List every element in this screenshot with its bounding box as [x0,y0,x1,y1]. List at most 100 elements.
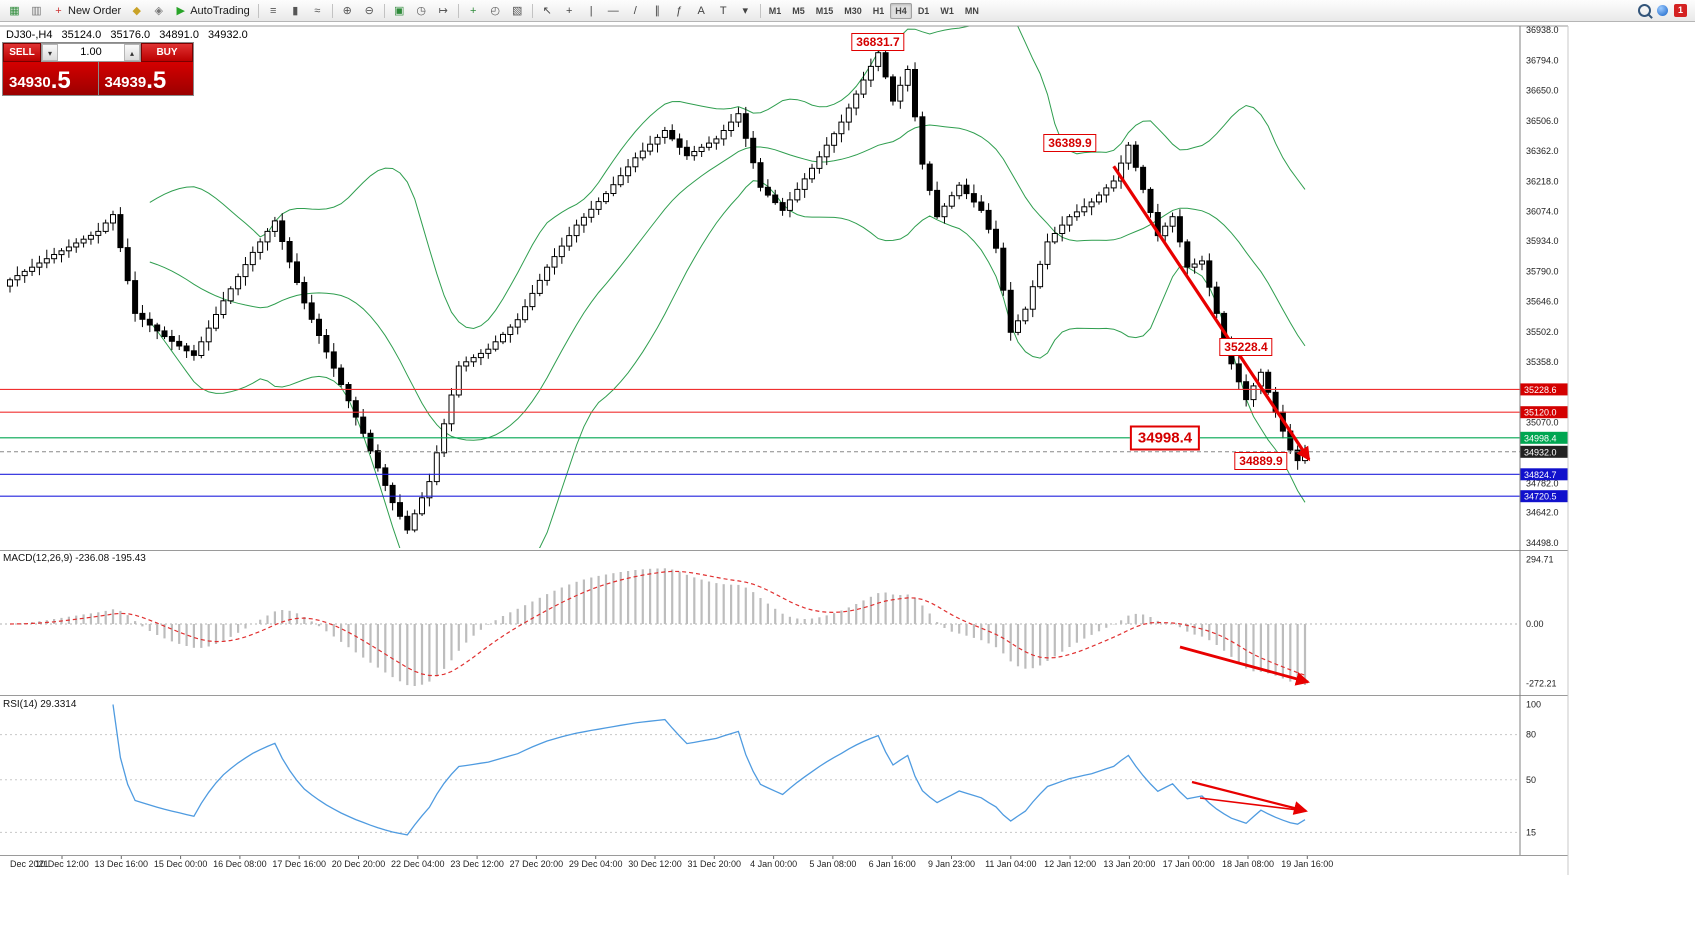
text-label-icon: T [719,4,727,17]
price-callout[interactable]: 36389.9 [1043,134,1097,152]
svg-text:9 Jan 23:00: 9 Jan 23:00 [928,859,975,869]
svg-text:17 Dec 16:00: 17 Dec 16:00 [272,859,326,869]
zoom-in-icon: ⊕ [342,4,352,17]
buy-price[interactable]: 34939 .5 [98,62,193,95]
horizontal-line-icon[interactable]: — [603,1,624,20]
bollinger-bands-layer [149,26,1306,548]
sell-button[interactable]: SELL [3,43,41,62]
crosshair-icon[interactable]: + [559,1,580,20]
volume-increase-button[interactable]: ▴ [124,44,140,61]
svg-text:35120.0: 35120.0 [1524,408,1557,418]
autotrading-button-label: AutoTrading [190,4,250,17]
price-callout[interactable]: 36831.7 [851,33,905,51]
timeframe-m1-button[interactable]: M1 [768,5,782,16]
new-order-button[interactable]: + New Order [48,1,125,20]
text-label-icon[interactable]: T [713,1,734,20]
text-icon[interactable]: A [691,1,712,20]
fibonacci-icon[interactable]: ƒ [669,1,690,20]
cursor-icon[interactable]: ↖ [537,1,558,20]
macd-layer: 294.71 0.00 -272.21 [0,555,1557,688]
trendline-icon: / [633,4,637,17]
auto-scroll-icon[interactable]: ◷ [411,1,432,20]
svg-text:35358.0: 35358.0 [1526,357,1559,367]
price-callout[interactable]: 35228.4 [1219,338,1273,356]
svg-text:15: 15 [1526,827,1536,837]
svg-text:0.00: 0.00 [1526,619,1544,629]
volume-value[interactable]: 1.00 [80,46,102,58]
svg-text:12 Jan 12:00: 12 Jan 12:00 [1044,859,1096,869]
autotrading-button[interactable]: ▶ AutoTrading [170,1,254,20]
indicators-icon: + [470,4,477,17]
toolbar-separator [759,3,761,18]
timeframe-d1-button[interactable]: D1 [917,5,930,16]
svg-text:18 Jan 08:00: 18 Jan 08:00 [1222,859,1274,869]
scripts-icon[interactable]: ◈ [148,1,169,20]
arrows-dropdown-icon[interactable]: ▾ [735,1,756,20]
svg-text:17 Jan 00:00: 17 Jan 00:00 [1163,859,1215,869]
search-icon[interactable] [1638,4,1651,17]
timeframe-h4-button[interactable]: H4 [890,2,912,19]
zoom-in-icon[interactable]: ⊕ [337,1,358,20]
toolbar-separator [457,3,459,18]
periods-icon[interactable]: ◴ [485,1,506,20]
toolbar-separator [383,3,385,18]
svg-text:23 Dec 12:00: 23 Dec 12:00 [450,859,504,869]
vertical-line-icon[interactable]: | [581,1,602,20]
line-chart-icon[interactable]: ≈ [307,1,328,20]
timeframe-m30-button[interactable]: M30 [844,5,862,16]
trend-arrows-layer [1112,165,1311,815]
new-chart-icon[interactable]: ▦ [4,1,25,20]
indicators-icon[interactable]: + [463,1,484,20]
channel-icon[interactable]: ∥ [647,1,668,20]
tile-windows-icon: ▣ [394,4,405,17]
svg-text:35934.0: 35934.0 [1526,236,1559,246]
profiles-icon: ▥ [31,4,42,17]
buy-button[interactable]: BUY [141,43,193,62]
help-icon[interactable] [1657,5,1668,16]
svg-text:Dec 2021: Dec 2021 [10,859,49,869]
templates-icon[interactable]: ▧ [507,1,528,20]
svg-text:6 Jan 16:00: 6 Jan 16:00 [869,859,916,869]
profiles-icon[interactable]: ▥ [26,1,47,20]
scripts-icon: ◈ [154,4,163,17]
chart-canvas[interactable]: 36938.0 36794.0 36650.0 36506.0 36362.0 36218… [0,0,1695,880]
horizontal-line-icon: — [607,4,619,17]
sell-price[interactable]: 34930 .5 [3,62,98,95]
rsi-layer: 100 80 50 15 [0,700,1541,837]
chart-shift-icon[interactable]: ↦ [433,1,454,20]
templates-icon: ▧ [512,4,523,17]
cursor-icon: ↖ [542,4,552,17]
candlestick-chart-icon[interactable]: ▮ [285,1,306,20]
svg-text:36650.0: 36650.0 [1526,86,1559,96]
new-order-icon: + [55,4,62,17]
price-callout[interactable]: 34998.4 [1129,425,1201,451]
svg-text:11 Jan 04:00: 11 Jan 04:00 [985,859,1036,869]
price-callout[interactable]: 34889.9 [1234,452,1288,470]
svg-text:4 Jan 00:00: 4 Jan 00:00 [750,859,797,869]
notification-badge[interactable]: 1 [1674,4,1687,17]
periods-icon: ◴ [490,4,501,17]
buy-price-fraction: .5 [146,67,167,94]
channel-icon: ∥ [654,4,660,17]
volume-stepper[interactable]: ▾ 1.00 ▴ [41,43,141,62]
timeframe-mn-button[interactable]: MN [964,5,979,16]
timeframe-w1-button[interactable]: W1 [940,5,954,16]
crosshair-icon: + [566,4,573,17]
svg-text:19 Jan 16:00: 19 Jan 16:00 [1281,859,1333,869]
sell-price-main: 34930 [9,74,51,91]
zoom-out-icon[interactable]: ⊖ [359,1,380,20]
bar-chart-icon[interactable]: ≡ [263,1,284,20]
volume-decrease-button[interactable]: ▾ [42,44,58,61]
timeframe-h1-button[interactable]: H1 [872,5,885,16]
toolbar-right: 1 [1638,4,1691,17]
svg-text:5 Jan 08:00: 5 Jan 08:00 [809,859,856,869]
tile-windows-icon[interactable]: ▣ [389,1,410,20]
timeframe-m5-button[interactable]: M5 [792,5,805,16]
svg-text:35646.0: 35646.0 [1526,297,1559,307]
autotrading-icon: ▶ [176,4,185,17]
experts-icon[interactable]: ◆ [126,1,147,20]
trendline-icon[interactable]: / [625,1,646,20]
timeframe-m15-button[interactable]: M15 [815,5,834,16]
svg-text:20 Dec 20:00: 20 Dec 20:00 [332,859,386,869]
